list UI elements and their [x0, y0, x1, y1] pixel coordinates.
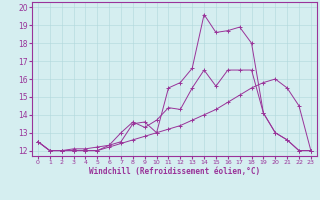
X-axis label: Windchill (Refroidissement éolien,°C): Windchill (Refroidissement éolien,°C): [89, 167, 260, 176]
